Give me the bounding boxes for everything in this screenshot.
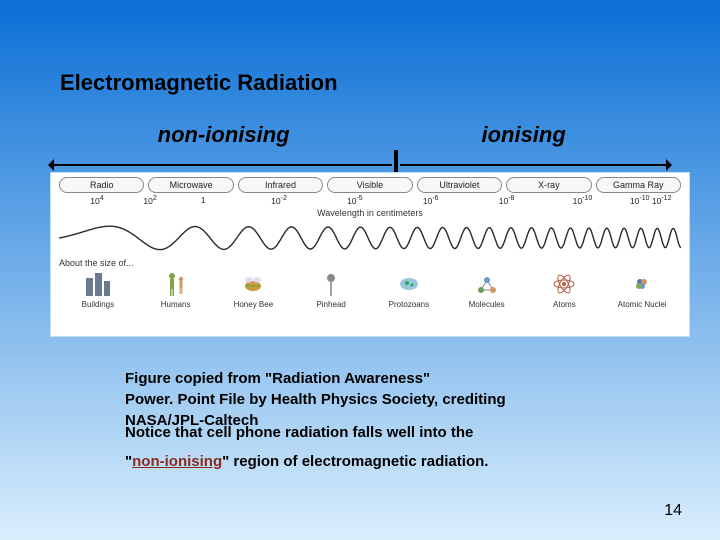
size-caption: About the size of... bbox=[59, 258, 681, 268]
wavelength-label: 1 bbox=[165, 195, 241, 206]
object-atom: Atoms bbox=[526, 270, 604, 309]
band-infrared: Infrared bbox=[238, 177, 323, 193]
object-nucleus: Atomic Nuclei bbox=[603, 270, 681, 309]
nucleus-icon bbox=[628, 270, 656, 298]
caption-line1: Figure copied from "Radiation Awareness" bbox=[125, 370, 660, 389]
object-protozoan: Protozoans bbox=[370, 270, 448, 309]
band-radio: Radio bbox=[59, 177, 144, 193]
humans-icon bbox=[162, 270, 190, 298]
object-humans: Humans bbox=[137, 270, 215, 309]
object-buildings: Buildings bbox=[59, 270, 137, 309]
band-x-ray: X-ray bbox=[506, 177, 591, 193]
caption-line4-post: " region of electromagnetic radiation. bbox=[222, 453, 488, 470]
wavelength-label: 104 bbox=[59, 195, 135, 206]
protozoan-icon bbox=[395, 270, 423, 298]
atom-icon bbox=[550, 270, 578, 298]
object-molecule: Molecules bbox=[448, 270, 526, 309]
spectrum-panel: RadioMicrowave InfraredVisible Ultraviolet… bbox=[50, 172, 690, 337]
wavelength-label: 10-10 10-12 bbox=[620, 195, 681, 206]
bee-icon bbox=[239, 270, 267, 298]
wavelength-label: 10-5 bbox=[317, 195, 393, 206]
wavelength-row: 104102110-210-510-610-810-1010-10 10-12 bbox=[59, 195, 681, 206]
category-ionising-label: ionising bbox=[387, 122, 660, 148]
band-ultraviolet: Ultraviolet bbox=[417, 177, 502, 193]
slide-content: Electromagnetic Radiation non-ionising i… bbox=[0, 0, 720, 540]
wavelength-label: 10-6 bbox=[393, 195, 469, 206]
object-bee: Honey Bee bbox=[215, 270, 293, 309]
band-visible: Visible bbox=[327, 177, 412, 193]
band-gamma-ray: Gamma Ray bbox=[596, 177, 681, 193]
object-label: Atomic Nuclei bbox=[618, 300, 667, 309]
category-nonionising-label: non-ionising bbox=[60, 122, 387, 148]
band-row: RadioMicrowave InfraredVisible Ultraviolet… bbox=[59, 177, 681, 193]
object-pinhead: Pinhead bbox=[292, 270, 370, 309]
object-label: Molecules bbox=[469, 300, 505, 309]
object-label: Atoms bbox=[553, 300, 576, 309]
object-label: Buildings bbox=[82, 300, 114, 309]
figure-caption: Figure copied from "Radiation Awareness"… bbox=[125, 370, 660, 474]
buildings-icon bbox=[84, 270, 112, 298]
wavelength-caption: Wavelength in centimeters bbox=[59, 208, 681, 218]
category-labels-row: non-ionising ionising bbox=[60, 122, 660, 148]
object-label: Honey Bee bbox=[234, 300, 274, 309]
band-microwave: Microwave bbox=[148, 177, 233, 193]
wavelength-label: 10-2 bbox=[241, 195, 317, 206]
molecule-icon bbox=[473, 270, 501, 298]
object-label: Protozoans bbox=[389, 300, 429, 309]
pinhead-icon bbox=[317, 270, 345, 298]
caption-line3b: Notice that cell phone radiation falls w… bbox=[125, 424, 660, 443]
wavelength-label: 102 bbox=[135, 195, 165, 206]
wavelength-label: 10-10 bbox=[545, 195, 621, 206]
wavelength-label: 10-8 bbox=[469, 195, 545, 206]
caption-highlight: non-ionising bbox=[132, 453, 222, 470]
arrow-right bbox=[400, 164, 670, 166]
page-number: 14 bbox=[664, 502, 682, 520]
object-label: Humans bbox=[161, 300, 191, 309]
objects-row: Buildings Humans Honey Bee Pinhead Protozoan… bbox=[59, 270, 681, 309]
slide-title: Electromagnetic Radiation bbox=[60, 70, 338, 96]
wave-graphic bbox=[59, 220, 681, 256]
object-label: Pinhead bbox=[316, 300, 345, 309]
caption-line2: Power. Point File by Health Physics Soci… bbox=[125, 391, 660, 410]
caption-line4: "non-ionising" region of electromagnetic… bbox=[125, 453, 660, 472]
arrow-left bbox=[50, 164, 392, 166]
